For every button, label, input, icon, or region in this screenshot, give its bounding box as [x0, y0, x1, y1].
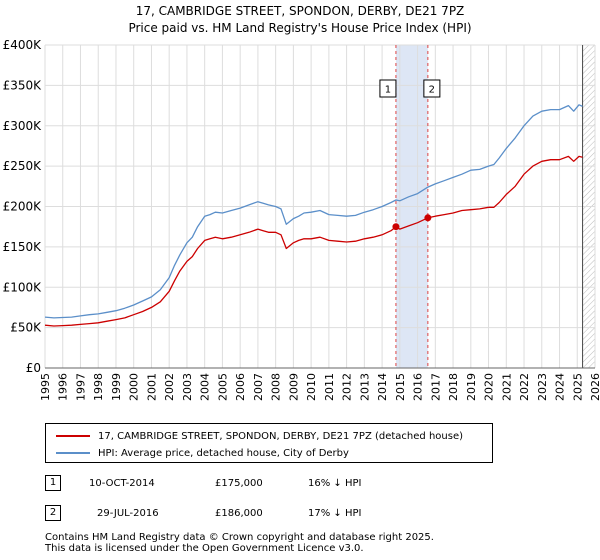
transaction-number: 2 — [45, 505, 61, 521]
transaction-number: 1 — [45, 475, 61, 491]
legend-item-hpi: HPI: Average price, detached house, City… — [56, 445, 349, 461]
x-tick-label: 2018 — [447, 373, 460, 401]
marker-label-1: 1 — [385, 85, 391, 96]
x-tick-label: 2016 — [412, 373, 425, 401]
x-tick-label: 2024 — [554, 373, 567, 401]
y-tick-label: £400K — [3, 38, 43, 52]
x-tick-label: 2012 — [341, 373, 354, 401]
y-tick-label: £0 — [26, 361, 41, 375]
price-chart: £0 £50K £100K £150K £200K £250K £300K £350K £400… — [3, 38, 600, 401]
legend-blue-line — [56, 452, 90, 454]
x-tick-label: 2010 — [305, 373, 318, 401]
y-tick-label: £100K — [3, 280, 43, 294]
x-tick-label: 2015 — [394, 373, 407, 401]
footer-copyright: Contains HM Land Registry data © Crown c… — [45, 532, 434, 543]
y-tick-label: £250K — [3, 159, 43, 173]
x-tick-label: 2006 — [234, 373, 247, 401]
x-tick-label: 2003 — [181, 373, 194, 401]
y-tick-label: £300K — [3, 119, 43, 133]
hpi-series-line — [44, 104, 583, 319]
legend-hpi-label: HPI: Average price, detached house, City… — [98, 447, 349, 459]
transaction-price: £175,000 — [215, 478, 263, 489]
marker-label-2: 2 — [429, 85, 435, 96]
x-tick-label: 2009 — [287, 373, 300, 401]
x-tick-label: 2000 — [128, 373, 141, 401]
legend: 17, CAMBRIDGE STREET, SPONDON, DERBY, DE… — [45, 423, 493, 463]
x-tick-label: 1995 — [39, 373, 52, 401]
x-tick-label: 2014 — [376, 373, 389, 401]
legend-red-line — [56, 435, 90, 437]
sale-point-2 — [424, 214, 432, 222]
x-tick-label: 1999 — [110, 373, 123, 401]
sale-point-1 — [392, 223, 400, 231]
x-tick-label: 2026 — [589, 373, 600, 401]
y-tick-label: £150K — [3, 240, 43, 254]
transaction-hpi: 17% ↓ HPI — [308, 508, 362, 519]
x-tick-label: 2022 — [518, 373, 531, 401]
x-tick-label: 2020 — [483, 373, 496, 401]
x-tick-label: 2019 — [465, 373, 478, 401]
chart-title: 17, CAMBRIDGE STREET, SPONDON, DERBY, DE… — [135, 4, 465, 18]
footer: Contains HM Land Registry data © Crown c… — [45, 532, 434, 554]
x-tick-label: 2008 — [270, 373, 283, 401]
x-tick-label: 2017 — [429, 373, 442, 401]
transaction-hpi: 16% ↓ HPI — [308, 478, 362, 489]
x-tick-label: 2013 — [358, 373, 371, 401]
x-tick-label: 1998 — [92, 373, 105, 401]
x-tick-label: 2025 — [571, 373, 584, 401]
x-tick-label: 2007 — [252, 373, 265, 401]
legend-item-property: 17, CAMBRIDGE STREET, SPONDON, DERBY, DE… — [56, 428, 463, 444]
transaction-date: 10-OCT-2014 — [89, 478, 155, 489]
legend-property-label: 17, CAMBRIDGE STREET, SPONDON, DERBY, DE… — [98, 430, 463, 442]
x-tick-label: 2005 — [216, 373, 229, 401]
x-tick-label: 2001 — [145, 373, 158, 401]
x-tick-label: 2011 — [323, 373, 336, 401]
y-tick-label: £200K — [3, 200, 43, 214]
footer-license: This data is licensed under the Open Gov… — [45, 543, 364, 554]
x-tick-label: 1996 — [57, 373, 70, 401]
y-tick-label: £350K — [3, 78, 43, 92]
transaction-price: £186,000 — [215, 508, 263, 519]
x-tick-label: 1997 — [74, 373, 87, 401]
marker-box-2 — [423, 79, 441, 98]
y-tick-label: £50K — [10, 321, 42, 335]
chart-subtitle: Price paid vs. HM Land Registry's House … — [128, 21, 472, 35]
transaction-date: 29-JUL-2016 — [97, 508, 159, 519]
x-tick-label: 2004 — [199, 373, 212, 401]
property-series-line — [44, 155, 583, 327]
x-tick-label: 2023 — [536, 373, 549, 401]
marker-box-1 — [379, 79, 397, 98]
x-tick-label: 2021 — [500, 373, 513, 401]
x-tick-label: 2002 — [163, 373, 176, 401]
